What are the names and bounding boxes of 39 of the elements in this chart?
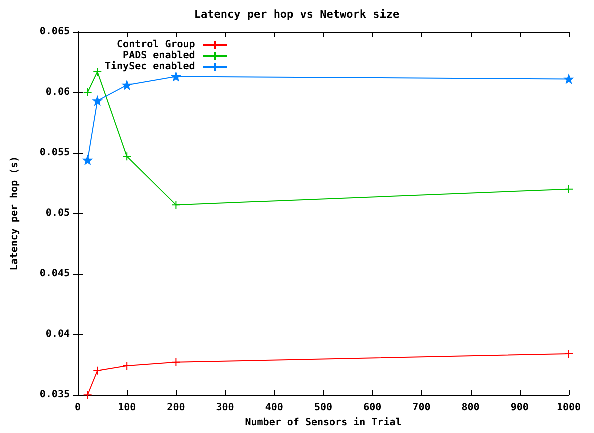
point xyxy=(122,152,132,162)
x-tick-label: 200 xyxy=(167,402,186,414)
legend-label: Control Group xyxy=(117,40,196,50)
point xyxy=(564,74,574,84)
point xyxy=(122,80,132,90)
x-tick-label: 900 xyxy=(510,402,529,414)
chart-title: Latency per hop vs Network size xyxy=(194,8,400,21)
y-tick-label: 0.05 xyxy=(46,208,70,220)
legend-label: TinySec enabled xyxy=(104,60,196,72)
point xyxy=(172,358,181,367)
y-axis-title: Latency per hop (s) xyxy=(10,156,20,271)
x-tick-label: 800 xyxy=(462,402,480,414)
point xyxy=(564,349,574,358)
x-tick-label: 700 xyxy=(412,402,431,414)
point xyxy=(83,88,92,98)
y-tick-label: 0.06 xyxy=(46,87,70,98)
point xyxy=(93,366,102,376)
x-tick-label: 400 xyxy=(265,402,284,414)
point xyxy=(172,200,181,210)
legend-label: PADS enabled xyxy=(123,50,196,62)
point xyxy=(172,72,181,82)
point xyxy=(83,156,92,165)
x-tick-label: 500 xyxy=(314,402,333,414)
point xyxy=(83,390,92,400)
y-tick-label: 0.065 xyxy=(40,26,70,38)
x-tick-label: 0 xyxy=(74,402,82,414)
y-tick-label: 0.045 xyxy=(40,268,70,280)
x-tick-label: 1000 xyxy=(556,402,582,414)
y-tick-label: 0.04 xyxy=(46,329,70,340)
point xyxy=(93,67,102,76)
x-tick-label: 300 xyxy=(216,402,234,414)
point xyxy=(564,184,574,194)
y-tick-label: 0.055 xyxy=(40,148,70,159)
point xyxy=(93,96,102,106)
y-tick-label: 0.035 xyxy=(40,390,70,401)
x-axis-title: Number of Sensors in Trial xyxy=(245,416,402,428)
x-tick-label: 600 xyxy=(364,402,382,414)
x-tick-label: 100 xyxy=(118,402,136,414)
point xyxy=(122,362,132,371)
